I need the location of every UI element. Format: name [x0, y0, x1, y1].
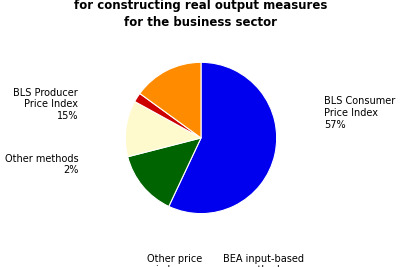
Text: BLS Consumer
Price Index
57%: BLS Consumer Price Index 57% — [323, 96, 394, 130]
Wedge shape — [128, 138, 200, 206]
Text: Other methods
2%: Other methods 2% — [4, 154, 78, 175]
Text: BEA input-based
methods
14%: BEA input-based methods 14% — [222, 254, 303, 267]
Wedge shape — [125, 101, 200, 157]
Title: Relative importance of various techiques
for constructing real output measures
f: Relative importance of various techiques… — [65, 0, 336, 29]
Wedge shape — [168, 62, 276, 214]
Wedge shape — [140, 62, 200, 138]
Text: Other price
indexes
12%: Other price indexes 12% — [146, 254, 201, 267]
Wedge shape — [134, 93, 200, 138]
Text: BLS Producer
Price Index
15%: BLS Producer Price Index 15% — [13, 88, 78, 121]
